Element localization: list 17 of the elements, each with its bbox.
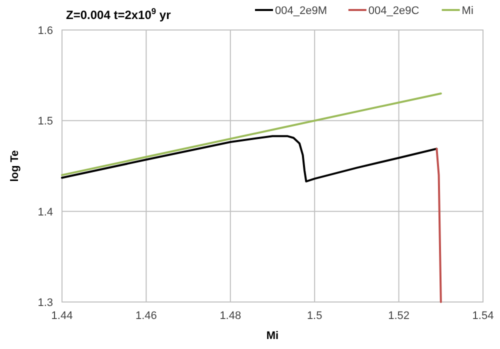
x-tick-label: 1.52 <box>388 310 410 322</box>
x-tick-label: 1.48 <box>220 310 242 322</box>
y-tick-label: 1.3 <box>38 297 53 309</box>
y-axis-title: log Te <box>9 150 21 182</box>
legend-label: 004_2e9M <box>275 5 327 17</box>
x-tick-label: 1.5 <box>306 310 322 322</box>
x-tick-label: 1.44 <box>51 310 73 322</box>
x-tick-label: 1.54 <box>472 310 494 322</box>
legend-label: Mi <box>462 5 474 17</box>
legend-label: 004_2e9C <box>368 5 420 17</box>
y-tick-label: 1.4 <box>38 206 53 218</box>
y-tick-label: 1.6 <box>38 25 53 37</box>
chart-title: Z=0.004 t=2x10$^{9}$ yr <box>66 6 172 22</box>
line-series <box>61 135 438 182</box>
x-tick-label: 1.46 <box>135 310 157 322</box>
x-axis-title: Mi <box>266 330 279 342</box>
y-tick-label: 1.5 <box>38 116 53 128</box>
